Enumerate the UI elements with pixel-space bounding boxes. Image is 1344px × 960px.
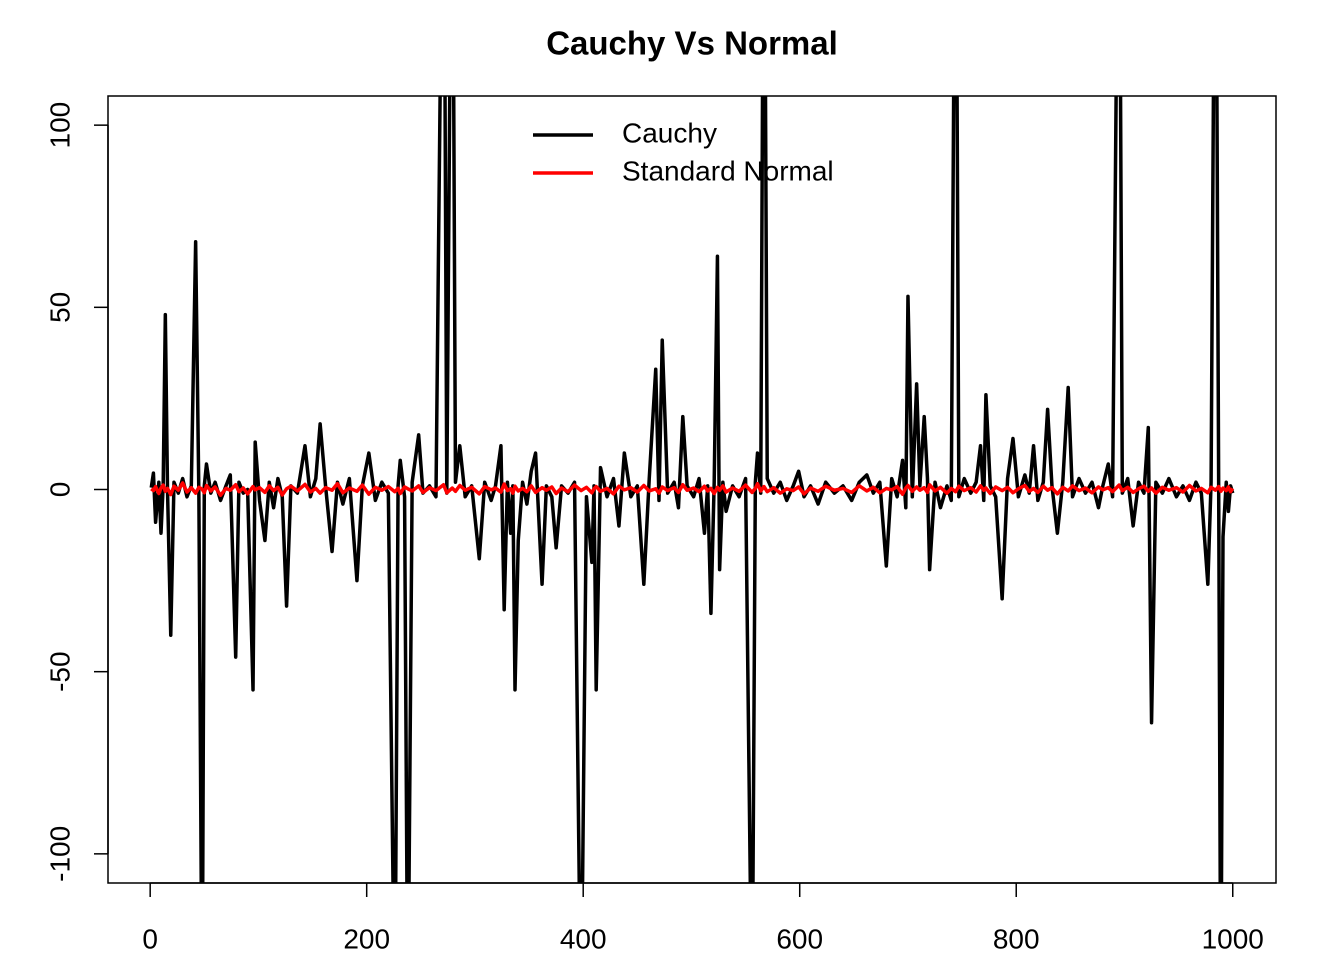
chart-title: Cauchy Vs Normal [546,25,838,62]
y-tick-label: -100 [44,826,75,882]
legend-label: Standard Normal [622,155,834,186]
plot-area [149,96,1235,883]
y-tick-label: 100 [44,102,75,149]
x-tick-label: 1000 [1202,923,1264,954]
x-tick-label: 200 [343,923,390,954]
y-tick-label: -50 [44,651,75,691]
y-tick-label: 0 [44,482,75,498]
y-tick-label: 50 [44,292,75,323]
x-tick-label: 400 [560,923,607,954]
x-tick-label: 0 [142,923,158,954]
x-tick-label: 800 [993,923,1040,954]
series-line [150,481,1235,498]
legend-label: Cauchy [622,117,717,148]
x-tick-label: 600 [776,923,823,954]
